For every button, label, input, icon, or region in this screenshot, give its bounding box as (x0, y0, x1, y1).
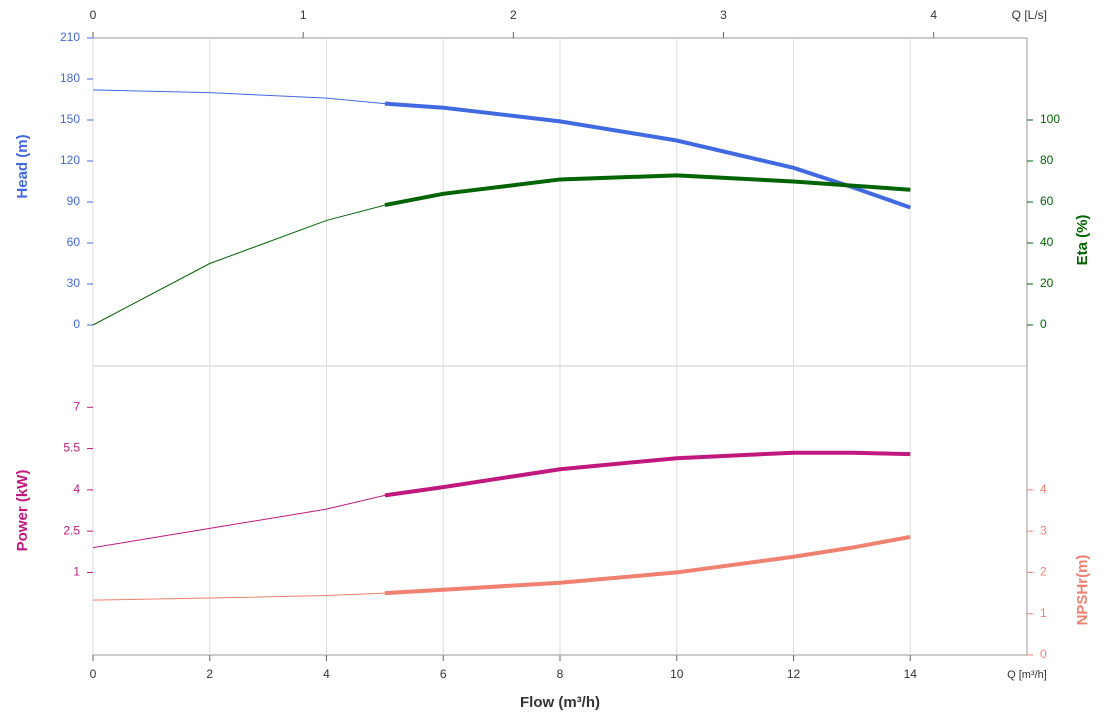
curve-operating (384, 534, 911, 596)
x2-axis-label: Q [L/s] (1012, 8, 1047, 22)
y-tick-label: 120 (60, 153, 80, 167)
x2-tick-label: 1 (300, 8, 307, 22)
x-tick-label: 14 (904, 667, 918, 681)
y-tick-label: 4 (73, 482, 80, 496)
y2-tick-label: 20 (1040, 276, 1054, 290)
curve-operating (384, 173, 911, 208)
x-tick-label: 8 (557, 667, 564, 681)
y2-tick-label: 0 (1040, 317, 1047, 331)
x-tick-label: 10 (670, 667, 684, 681)
y-tick-label: 2.5 (63, 523, 80, 537)
x2-tick-label: 2 (510, 8, 517, 22)
y2-tick-label: 4 (1040, 482, 1047, 496)
x-tick-label: 4 (323, 667, 330, 681)
x-unit-label: Q [m³/h] (1007, 669, 1047, 681)
y-tick-label: 0 (73, 317, 80, 331)
y-tick-label: 7 (73, 399, 80, 413)
x-tick-label: 2 (206, 667, 213, 681)
y-tick-label: 30 (67, 276, 81, 290)
y2-axis-title: Eta (%) (1074, 215, 1091, 266)
y2-tick-label: 100 (1040, 112, 1060, 126)
y-tick-label: 5.5 (63, 441, 80, 455)
y2-tick-label: 3 (1040, 523, 1047, 537)
y-tick-label: 150 (60, 112, 80, 126)
y-axis-title: Power (kW) (14, 470, 31, 552)
x2-tick-label: 0 (90, 8, 97, 22)
x-tick-label: 12 (787, 667, 801, 681)
y2-tick-label: 60 (1040, 194, 1054, 208)
y-tick-label: 210 (60, 30, 80, 44)
y2-tick-label: 40 (1040, 235, 1054, 249)
x2-tick-label: 3 (720, 8, 727, 22)
y2-axis-title: NPSHr(m) (1074, 555, 1091, 626)
y-tick-label: 60 (67, 235, 81, 249)
y2-tick-label: 1 (1040, 606, 1047, 620)
x2-tick-label: 4 (930, 8, 937, 22)
curve-operating (384, 450, 911, 498)
y-axis-title: Head (m) (14, 134, 31, 198)
y2-tick-label: 0 (1040, 647, 1047, 661)
x-axis-title: Flow (m³/h) (520, 694, 600, 711)
y-tick-label: 180 (60, 71, 80, 85)
y-tick-label: 1 (73, 565, 80, 579)
y2-tick-label: 80 (1040, 153, 1054, 167)
x-tick-label: 0 (90, 667, 97, 681)
y-tick-label: 90 (67, 194, 81, 208)
y2-tick-label: 2 (1040, 565, 1047, 579)
x-tick-label: 6 (440, 667, 447, 681)
